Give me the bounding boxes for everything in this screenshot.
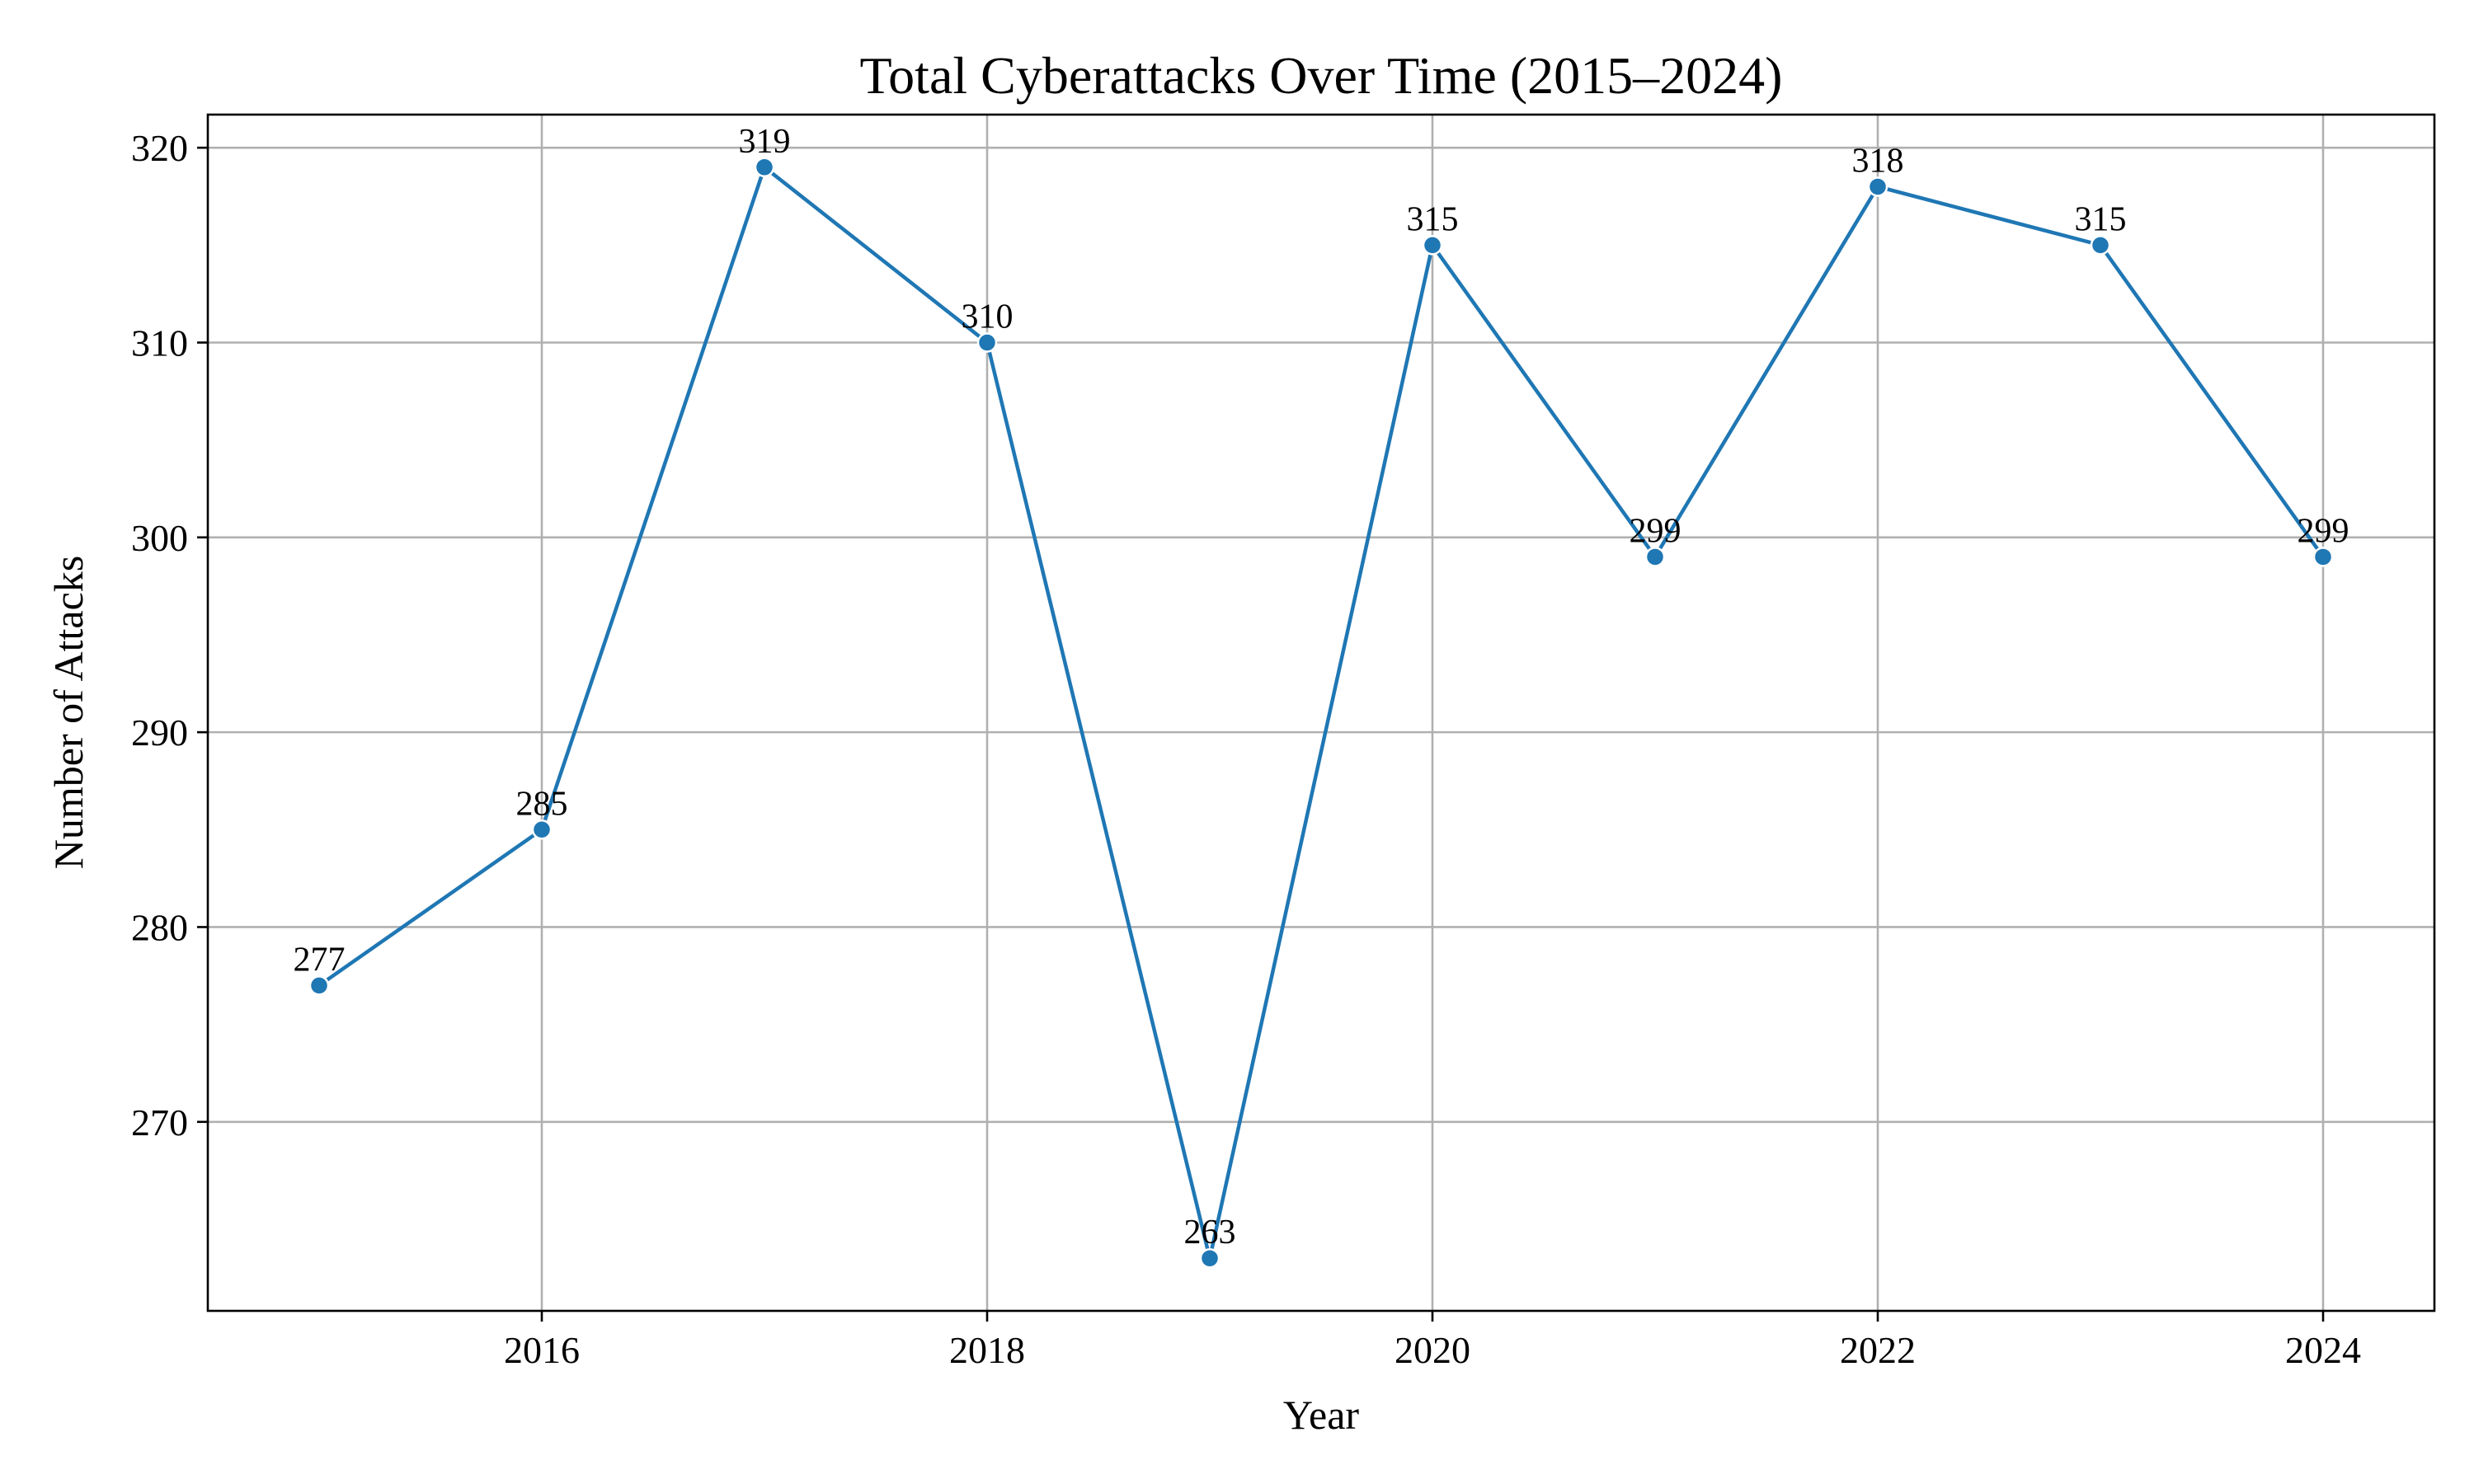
data-label: 318 (1852, 142, 1904, 180)
data-point-marker (2312, 547, 2334, 567)
data-label: 315 (1407, 200, 1459, 238)
grid-lines (208, 115, 2434, 1311)
data-label: 310 (962, 298, 1014, 336)
y-tick-label: 280 (131, 906, 188, 948)
data-point-marker (1422, 235, 1443, 256)
y-tick-label: 270 (131, 1101, 188, 1144)
data-point-marker (2090, 235, 2111, 256)
data-point-marker (308, 975, 330, 996)
y-tick-label: 290 (131, 711, 188, 754)
y-tick-label: 320 (131, 127, 188, 169)
data-point-marker (976, 332, 998, 353)
data-label: 315 (2075, 200, 2127, 238)
data-point-markers (308, 157, 2334, 1269)
data-label: 277 (294, 941, 346, 979)
y-tick-label: 310 (131, 322, 188, 364)
data-point-marker (1867, 176, 1888, 197)
y-axis-label: Number of Attacks (45, 556, 92, 869)
y-axis-ticks: 270 280 290 300 310 320 (131, 127, 208, 1144)
plot-area-frame (206, 113, 2436, 1313)
x-tick-label: 2022 (1840, 1329, 1916, 1371)
x-axis-ticks: 2016 2018 2020 2022 2024 (504, 1311, 2361, 1371)
x-tick-label: 2018 (949, 1329, 1025, 1371)
y-tick-label: 300 (131, 517, 188, 559)
data-labels: 277 285 319 310 263 315 299 318 315 299 (294, 123, 2349, 1252)
x-axis-label: Year (1283, 1392, 1359, 1438)
data-label: 319 (739, 123, 791, 161)
data-point-marker (531, 819, 553, 840)
data-point-marker (1199, 1247, 1221, 1269)
data-label: 299 (1630, 512, 1681, 550)
x-tick-label: 2024 (2285, 1329, 2361, 1371)
data-label: 299 (2298, 512, 2349, 550)
series-line-group (317, 165, 2326, 1261)
data-label: 263 (1184, 1214, 1236, 1252)
data-point-marker (754, 157, 775, 178)
x-tick-label: 2020 (1395, 1329, 1470, 1371)
data-label: 285 (516, 785, 568, 823)
series-line (317, 165, 2326, 1261)
x-tick-label: 2016 (504, 1329, 580, 1371)
chart-title: Total Cyberattacks Over Time (2015–2024) (860, 46, 1783, 105)
data-point-marker (1644, 547, 1666, 567)
